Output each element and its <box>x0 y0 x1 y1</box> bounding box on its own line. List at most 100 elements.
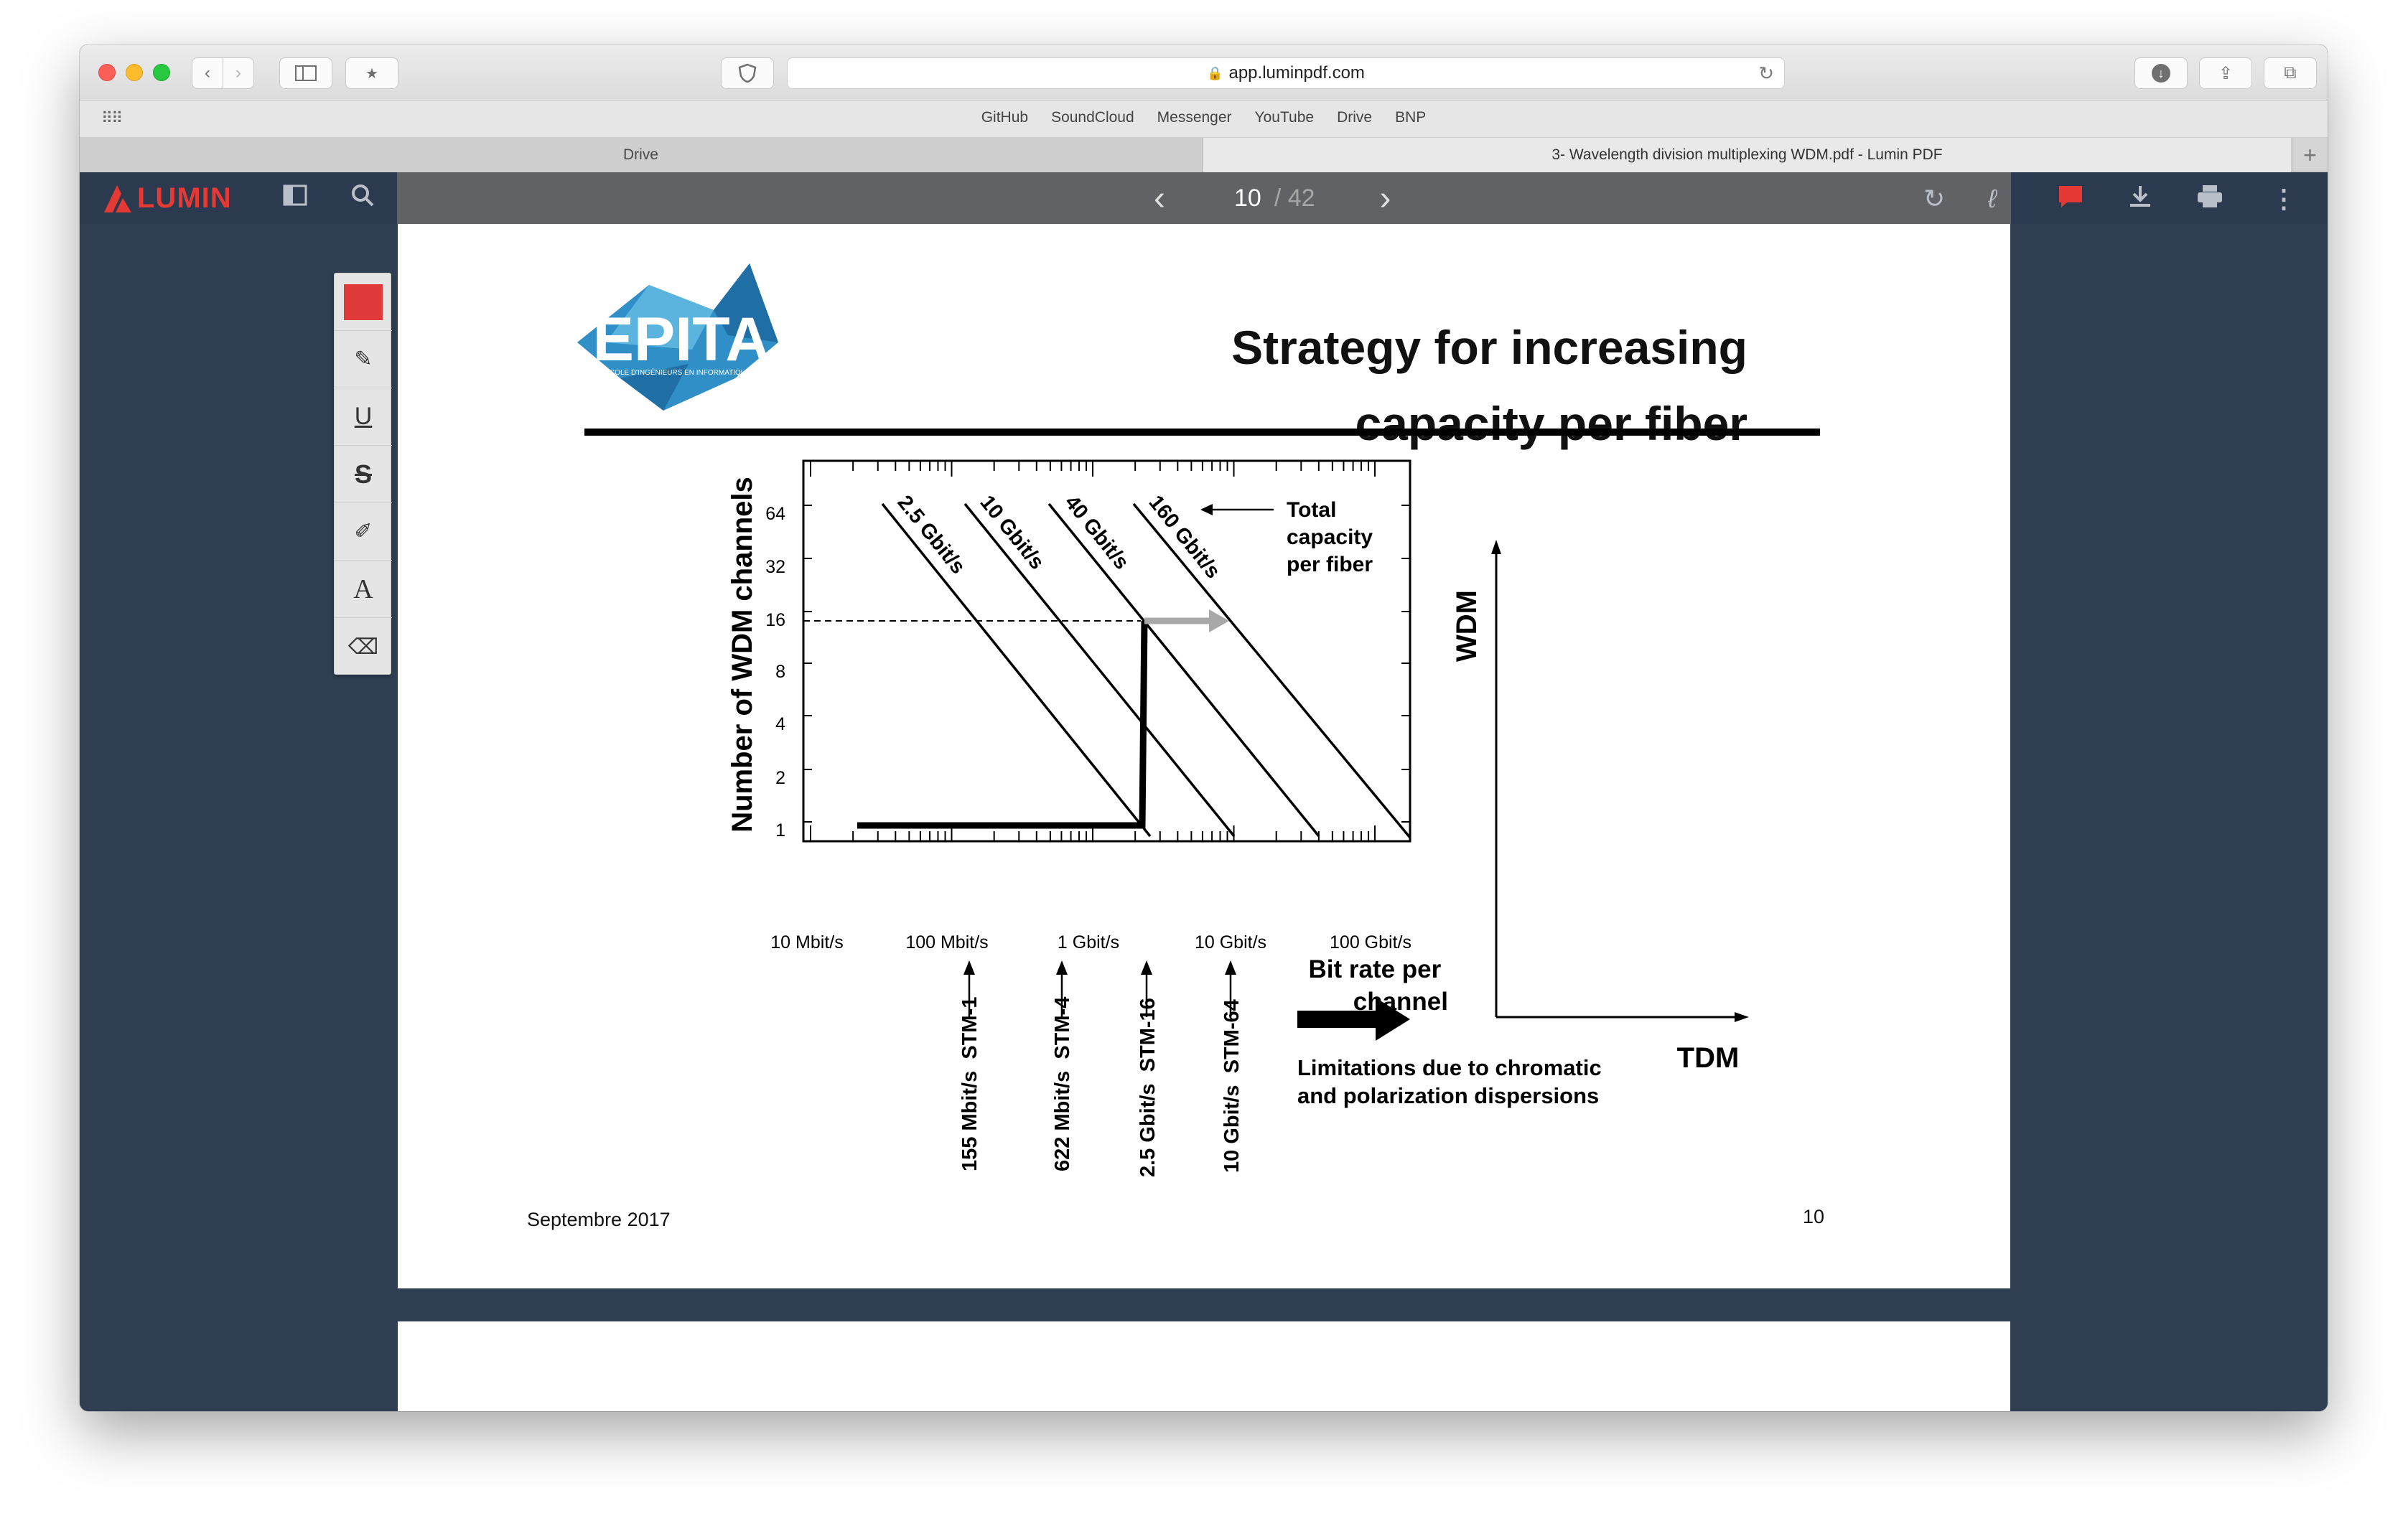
favorite-bnp[interactable]: BNP <box>1395 109 1427 126</box>
close-window-button[interactable] <box>98 64 116 81</box>
tab-overview-button[interactable]: ⧉ <box>2264 57 2317 89</box>
highlighter-tool-button[interactable]: ✐ <box>335 503 392 561</box>
eraser-tool-button[interactable]: ⌫ <box>335 618 392 675</box>
tdm-axis-label: TDM <box>1677 1042 1740 1074</box>
stm-label: 2.5 Gbit/s STM-16 <box>1137 998 1159 1177</box>
annotation-toolbar: ✎ U S ✐ A ⌫ <box>334 273 392 675</box>
eraser-icon: ⌫ <box>347 635 379 659</box>
y-tick-label: 2 <box>775 768 785 788</box>
favorite-github[interactable]: GitHub <box>981 109 1029 126</box>
epita-logo: EPITA ÉCOLE D'INGÉNIEURS EN INFORMATIQUE <box>577 263 778 411</box>
limitations-arrow-shaft <box>1297 1011 1376 1028</box>
favorite-drive[interactable]: Drive <box>1337 109 1373 126</box>
tab-lumin-pdf[interactable]: 3- Wavelength division multiplexing WDM.… <box>1203 138 2291 172</box>
lock-icon: 🔒 <box>1207 65 1223 80</box>
x-axis-label: Bit rate per channel <box>1308 955 1448 1016</box>
page-navigator: ‹ 10 / 42 › <box>1070 172 1391 224</box>
new-tab-button[interactable]: + <box>2292 138 2328 172</box>
share-button[interactable]: ⇪ <box>2199 57 2252 89</box>
lumin-brand-name: LUMIN <box>137 182 232 214</box>
strikethrough-tool-button[interactable]: S <box>335 446 392 503</box>
grey-arrow-head <box>1209 609 1229 632</box>
y-tick-label: 32 <box>765 557 785 577</box>
title-rule <box>584 429 1820 436</box>
favorite-youtube[interactable]: YouTube <box>1254 109 1315 126</box>
slide-title: Strategy for increasing capacity per fib… <box>1116 310 1747 462</box>
evolution-path <box>857 620 1148 829</box>
x-tick-label: 10 Gbit/s <box>1195 932 1266 952</box>
thumbnail-panel-icon[interactable] <box>282 182 308 215</box>
next-page-icon[interactable]: › <box>1379 179 1391 217</box>
wdm-axis-label: WDM <box>1451 590 1483 662</box>
wdm-chart: Number of WDM channels 64 32 16 8 4 2 1 … <box>727 459 1749 1177</box>
search-icon[interactable] <box>350 182 375 215</box>
previous-page-icon[interactable]: ‹ <box>1154 179 1165 217</box>
more-options-icon[interactable]: ⋮ <box>2271 184 2297 213</box>
tab-title: 3- Wavelength division multiplexing WDM.… <box>1551 146 1943 163</box>
total-capacity-label: per fiber <box>1287 553 1373 576</box>
y-tick-label: 8 <box>775 662 785 682</box>
apps-grid-icon[interactable]: ⠿⠿ <box>101 109 123 127</box>
right-tools: ↻ ℓ ⋮ <box>1903 172 2328 224</box>
address-bar[interactable]: 🔒 app.luminpdf.com ↻ <box>787 57 1785 89</box>
print-icon[interactable] <box>2196 184 2223 216</box>
sidebar-icon <box>295 65 317 81</box>
series-line-10g <box>963 502 1236 838</box>
highlighter-icon: ✐ <box>354 520 373 543</box>
download-icon[interactable] <box>2127 184 2153 216</box>
signature-icon[interactable]: ℓ <box>1988 184 1997 213</box>
x-tick-label: 10 Mbit/s <box>770 932 843 952</box>
pdf-page-next <box>398 1321 2010 1411</box>
page-current[interactable]: 10 <box>1233 184 1261 212</box>
plot-frame <box>802 459 1411 843</box>
x-axis-label-line1: Bit rate per <box>1308 955 1441 983</box>
favorites-bar: ⠿⠿ GitHub SoundCloud Messenger YouTube D… <box>80 100 2328 138</box>
text-icon: A <box>353 574 373 604</box>
downloads-button[interactable]: ↓ <box>2134 57 2188 89</box>
favorite-soundcloud[interactable]: SoundCloud <box>1051 109 1134 126</box>
total-capacity-label: Total <box>1287 498 1336 522</box>
bookmarks-button[interactable]: ★ <box>345 57 398 89</box>
epita-logo-text: EPITA <box>593 305 770 374</box>
slide-footer-date: Septembre 2017 <box>527 1209 671 1230</box>
privacy-report-button[interactable] <box>721 57 774 89</box>
pdf-page: EPITA ÉCOLE D'INGÉNIEURS EN INFORMATIQUE… <box>398 224 2010 1288</box>
page-total: / 42 <box>1274 184 1315 212</box>
y-tick-label: 16 <box>765 610 785 630</box>
shield-icon <box>738 63 757 83</box>
y-tick-label: 4 <box>775 714 785 734</box>
back-button[interactable]: ‹ <box>192 57 223 89</box>
strikethrough-icon: S <box>354 459 372 489</box>
lumin-brand-area: LUMIN <box>80 172 397 224</box>
tab-bar: Drive 3- Wavelength division multiplexin… <box>80 138 2328 172</box>
stm-label: 155 Mbit/s STM-1 <box>958 997 981 1171</box>
underline-icon: U <box>354 403 373 430</box>
slide-title-line1: Strategy for increasing <box>1231 321 1747 374</box>
favorite-messenger[interactable]: Messenger <box>1157 109 1232 126</box>
tab-drive[interactable]: Drive <box>80 138 1203 172</box>
sidebar-toggle-button[interactable] <box>279 57 332 89</box>
pen-tool-button[interactable]: ✎ <box>335 331 392 388</box>
limitations-text: Limitations due to chromatic <box>1297 1055 1602 1080</box>
lumin-logo[interactable]: LUMIN <box>100 182 232 215</box>
plot-ticks <box>803 461 1410 841</box>
zoom-window-button[interactable] <box>153 64 170 81</box>
underline-tool-button[interactable]: U <box>335 388 392 446</box>
color-swatch <box>344 284 383 320</box>
minimize-window-button[interactable] <box>126 64 143 81</box>
chevron-right-icon: › <box>235 63 241 83</box>
document-viewer: ✎ U S ✐ A ⌫ EPITA ÉCOLE D'INGÉNIEURS EN … <box>80 224 2328 1411</box>
address-url: app.luminpdf.com <box>1228 63 1365 83</box>
slide-title-line2: capacity per fiber <box>1355 396 1747 450</box>
text-tool-button[interactable]: A <box>335 561 392 618</box>
y-tick-label: 64 <box>765 504 785 524</box>
forward-button[interactable]: › <box>223 57 254 89</box>
color-picker-button[interactable] <box>335 273 392 331</box>
series-line-2-5g <box>881 502 1152 838</box>
rotate-icon[interactable]: ↻ <box>1923 184 1946 213</box>
epita-logo-subtext: ÉCOLE D'INGÉNIEURS EN INFORMATIQUE <box>605 368 751 377</box>
comment-icon[interactable] <box>2057 184 2084 216</box>
stm-label: 622 Mbit/s STM-4 <box>1051 997 1074 1171</box>
reload-icon[interactable]: ↻ <box>1758 62 1774 84</box>
lumin-toolbar: LUMIN ‹ 10 / 42 › ↻ ℓ <box>80 172 2328 224</box>
